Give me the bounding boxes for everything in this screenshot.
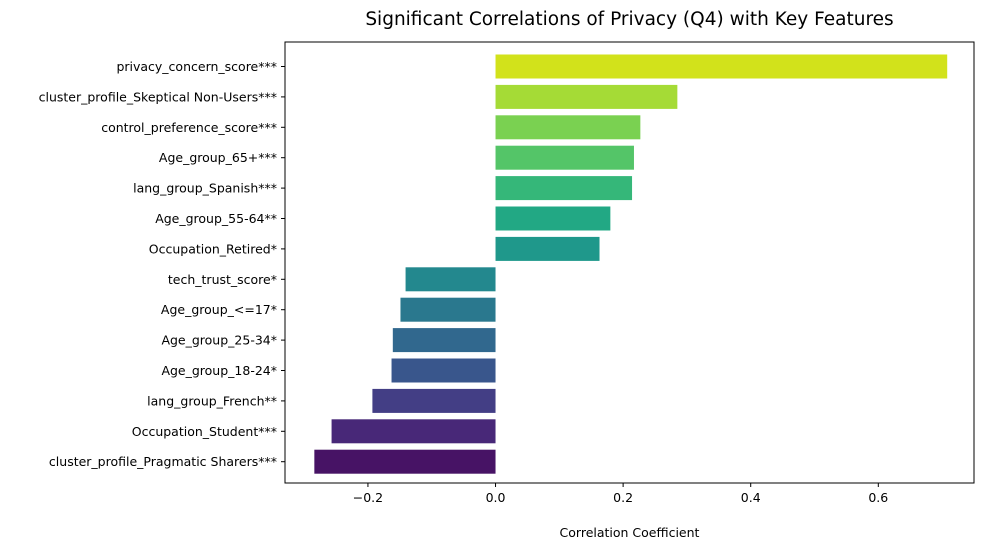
bar-0 <box>495 54 948 79</box>
x-tick-label: 0.4 <box>741 490 761 505</box>
bar-11 <box>372 388 496 413</box>
plot-frame <box>284 41 975 484</box>
y-tick-label: Age_group_25-34* <box>161 333 277 348</box>
bar-2 <box>495 115 641 140</box>
y-tick-label: Age_group_18-24* <box>161 363 277 378</box>
y-tick-labels: privacy_concern_score*** cluster_profile_… <box>39 59 285 469</box>
bar-4 <box>495 176 633 201</box>
y-tick-label: Age_group_<=17* <box>161 302 277 317</box>
y-tick-label: Age_group_65+*** <box>159 150 277 165</box>
bar-8 <box>400 297 496 322</box>
y-tick-label: lang_group_Spanish*** <box>133 181 277 196</box>
chart-title: Significant Correlations of Privacy (Q4)… <box>365 9 893 30</box>
bar-6 <box>495 236 600 261</box>
bars-group <box>314 54 948 474</box>
bar-7 <box>405 267 496 292</box>
y-tick-label: privacy_concern_score*** <box>116 59 277 74</box>
x-tick-label: 0.6 <box>868 490 888 505</box>
y-tick-label: tech_trust_score* <box>168 272 277 287</box>
bar-10 <box>391 358 496 383</box>
bar-13 <box>314 449 496 474</box>
y-tick-label: control_preference_score*** <box>101 120 277 135</box>
bar-3 <box>495 145 634 170</box>
bar-12 <box>331 419 496 444</box>
x-ticks: −0.2 0.0 0.2 0.4 0.6 <box>353 483 888 505</box>
bar-9 <box>392 328 496 353</box>
y-tick-label: cluster_profile_Pragmatic Sharers*** <box>49 454 277 469</box>
y-tick-label: Occupation_Retired* <box>149 241 277 256</box>
bar-1 <box>495 84 678 109</box>
y-tick-label: Occupation_Student*** <box>132 424 277 439</box>
y-tick-label: Age_group_55-64** <box>155 211 277 226</box>
x-axis-label: Correlation Coefficient <box>560 525 700 540</box>
x-tick-label: −0.2 <box>353 490 383 505</box>
bar-5 <box>495 206 611 231</box>
x-tick-label: 0.2 <box>613 490 633 505</box>
x-tick-label: 0.0 <box>486 490 506 505</box>
y-tick-label: lang_group_French** <box>147 393 277 408</box>
y-tick-label: cluster_profile_Skeptical Non-Users*** <box>39 89 277 104</box>
